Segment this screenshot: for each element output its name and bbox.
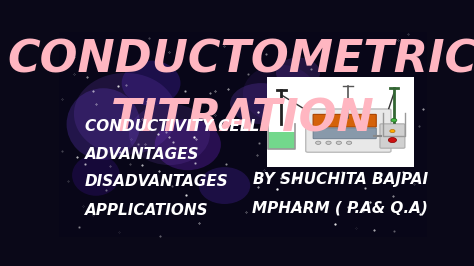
Ellipse shape [74,73,177,155]
Text: CONDUCTIVITY CELL: CONDUCTIVITY CELL [85,119,259,134]
Ellipse shape [72,155,120,196]
Text: ADVANTAGES: ADVANTAGES [85,147,200,162]
Ellipse shape [66,88,140,160]
Ellipse shape [230,83,292,124]
Text: BY SHUCHITA BAJPAI: BY SHUCHITA BAJPAI [253,172,428,187]
Text: APPLICATIONS: APPLICATIONS [85,203,209,218]
Ellipse shape [122,61,181,106]
Bar [267,77,414,167]
Ellipse shape [199,167,250,204]
Ellipse shape [155,119,221,170]
Ellipse shape [276,57,320,88]
Text: MPHARM ( P.A& Q.A): MPHARM ( P.A& Q.A) [252,201,428,215]
Ellipse shape [129,103,210,165]
Text: CONDUCTOMETRIC: CONDUCTOMETRIC [8,38,474,81]
Ellipse shape [307,126,362,163]
Text: TITRATION: TITRATION [111,97,375,140]
Ellipse shape [243,65,316,122]
Text: DISADVANTAGES: DISADVANTAGES [85,174,229,189]
